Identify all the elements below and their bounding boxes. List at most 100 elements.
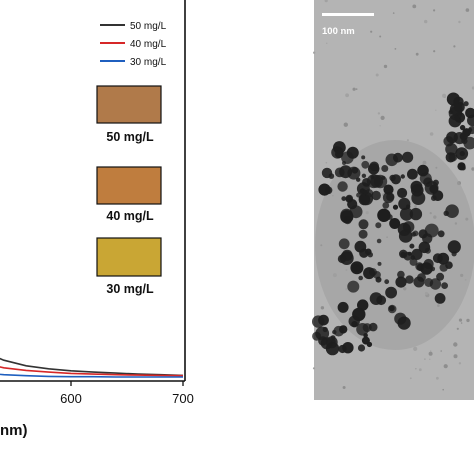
nanoparticle	[449, 103, 463, 116]
background-speck	[433, 50, 436, 53]
nanoparticle	[363, 267, 376, 280]
nanoparticle	[351, 167, 359, 174]
nanoparticle	[361, 173, 367, 178]
background-speck	[412, 4, 417, 9]
nanoparticle	[398, 229, 413, 243]
series-line-3	[0, 373, 183, 378]
x-tick-label-700: 700	[172, 391, 194, 406]
nanoparticle	[369, 292, 383, 305]
nanoparticle	[457, 162, 466, 171]
background-speck	[460, 322, 463, 324]
background-speck	[435, 109, 437, 111]
nanoparticle	[407, 168, 418, 180]
nanoparticle	[340, 210, 354, 224]
nanoparticle	[341, 151, 354, 164]
nanoparticle	[386, 214, 393, 220]
nanoparticle	[339, 325, 348, 334]
series-layer	[0, 357, 184, 378]
background-speck	[430, 350, 432, 352]
nanoparticle	[424, 278, 434, 287]
background-speck	[324, 0, 328, 3]
nanoparticle	[418, 229, 428, 239]
nanoparticle	[413, 276, 425, 288]
background-speck	[429, 132, 434, 136]
legend-label-50: 50 mg/L	[130, 21, 167, 32]
nanoparticle	[377, 208, 391, 222]
nanoparticle	[411, 248, 423, 260]
background-speck	[424, 19, 428, 24]
nanoparticle	[338, 238, 350, 250]
nanoparticle	[369, 161, 380, 172]
nanoparticle	[318, 183, 331, 196]
nanoparticle	[347, 280, 360, 293]
background-speck	[326, 42, 328, 44]
nanoparticle	[386, 192, 395, 202]
x-axis-title: nm)	[0, 422, 28, 439]
nanoparticle	[330, 335, 336, 341]
nanoparticle	[337, 254, 347, 264]
swatch-50-color	[96, 85, 162, 124]
background-speck	[409, 377, 412, 380]
nanoparticle	[447, 240, 461, 254]
nanoparticle	[397, 316, 411, 330]
nanoparticle	[377, 261, 382, 266]
nanoparticle	[376, 238, 382, 244]
swatch-40: 40 mg/L	[96, 166, 162, 223]
nanoparticle	[441, 282, 448, 289]
background-speck	[418, 368, 422, 372]
nanoparticle	[402, 151, 414, 163]
nanoparticle	[334, 167, 345, 178]
background-speck	[383, 64, 388, 69]
swatch-30-color	[96, 237, 162, 277]
nanoparticle	[356, 192, 362, 198]
nanoparticle	[395, 276, 407, 288]
legend-label-30: 30 mg/L	[130, 57, 167, 68]
x-tick-label-600: 600	[60, 391, 82, 406]
nanoparticle	[400, 251, 407, 258]
series-line-2	[0, 366, 184, 377]
nanoparticle	[459, 124, 466, 131]
background-speck	[370, 30, 373, 33]
scale-bar	[322, 13, 374, 16]
background-speck	[325, 161, 328, 164]
nanoparticle	[383, 184, 394, 195]
nanoparticle	[390, 174, 401, 185]
background-speck	[428, 351, 433, 356]
background-speck	[442, 388, 445, 391]
nanoparticle	[315, 326, 330, 341]
nanoparticle	[400, 174, 405, 179]
nanoparticle	[388, 305, 395, 312]
background-speck	[429, 358, 431, 360]
background-speck	[458, 362, 462, 365]
nanoparticle	[431, 195, 437, 201]
nanoparticle	[448, 152, 458, 162]
background-speck	[453, 342, 458, 347]
background-speck	[415, 52, 419, 56]
legend: 50 mg/L 40 mg/L 30 mg/L	[100, 21, 167, 68]
nanoparticle	[335, 150, 344, 159]
background-speck	[340, 30, 343, 33]
nanoparticle	[351, 321, 358, 328]
series-line-1	[0, 357, 184, 377]
nanoparticle	[375, 222, 382, 229]
nanoparticle	[453, 132, 466, 145]
nanoparticle	[430, 266, 436, 272]
nanoparticle	[410, 180, 423, 193]
background-speck	[343, 122, 348, 127]
nanoparticle	[405, 275, 414, 284]
swatch-50-label: 50 mg/L	[106, 130, 154, 144]
nanoparticle	[371, 190, 381, 201]
nanoparticle	[432, 253, 443, 264]
background-speck	[375, 73, 379, 77]
legend-label-40: 40 mg/L	[130, 39, 167, 50]
nanoparticle	[337, 301, 349, 313]
tem-micrograph: 100 nm	[312, 0, 474, 400]
background-speck	[355, 88, 358, 90]
background-speck	[312, 367, 316, 370]
nanoparticle	[368, 322, 378, 332]
background-speck	[456, 327, 459, 330]
nanoparticle	[445, 261, 453, 270]
nanoparticle	[358, 275, 364, 281]
background-speck	[442, 93, 447, 98]
